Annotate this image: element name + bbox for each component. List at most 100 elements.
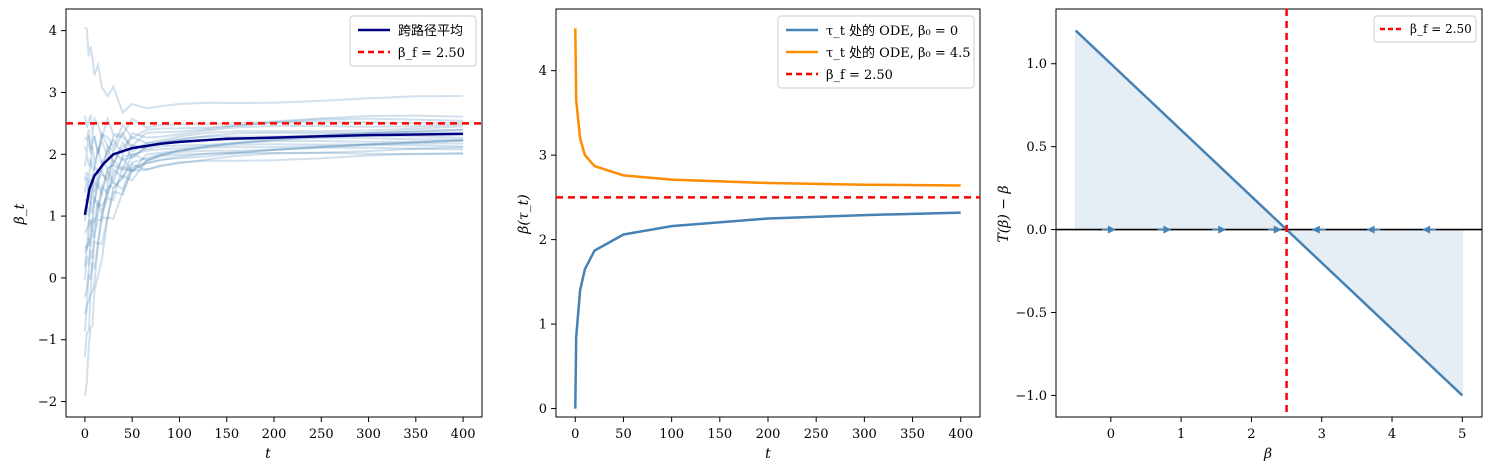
x-tick-label: 50 <box>615 427 632 442</box>
legend: 跨路径平均 β_f = 2.50 <box>349 15 477 67</box>
y-tick-label: 2 <box>49 148 57 163</box>
x-tick-label: 4 <box>1388 427 1396 442</box>
y-ticks: 0 1 2 3 4 <box>539 64 556 417</box>
legend-label-ode-0: τ_t 处的 ODE, β₀ = 0 <box>826 23 958 39</box>
series-lines <box>556 28 980 409</box>
x-tick-label: 300 <box>356 427 381 442</box>
sample-path-line <box>83 120 464 167</box>
x-axis-label: t <box>265 446 271 462</box>
sample-path-line <box>84 128 464 154</box>
sample-path-line <box>83 117 464 155</box>
y-tick-label: −1.0 <box>1015 389 1047 404</box>
sample-path-line <box>83 134 464 234</box>
x-tick-label: 250 <box>804 427 829 442</box>
flow-arrow-head <box>1218 225 1227 234</box>
legend-label-beta-f: β_f = 2.50 <box>398 46 465 61</box>
x-axis-label: β <box>1263 446 1272 462</box>
sample-path-line <box>83 123 464 183</box>
plot-frame <box>1055 8 1483 418</box>
x-tick-label: 350 <box>403 427 428 442</box>
y-tick-label: 1.0 <box>1026 57 1047 72</box>
flow-arrow-head <box>1107 225 1116 234</box>
x-tick-label: 100 <box>659 427 684 442</box>
legend-label-ode-45: τ_t 处的 ODE, β₀ = 4.5 <box>826 45 971 61</box>
y-ticks: −1.0 −0.5 0.0 0.5 1.0 <box>1015 57 1056 404</box>
x-tick-label: 1 <box>1177 427 1185 442</box>
sample-path-line <box>83 142 464 315</box>
legend-label-mean: 跨路径平均 <box>398 23 463 39</box>
x-tick-label: 150 <box>707 427 732 442</box>
y-tick-label: −2 <box>38 395 57 410</box>
y-tick-label: 1 <box>539 318 547 333</box>
y-tick-label: 0.0 <box>1026 223 1047 238</box>
panel-phase: 0 1 2 3 4 5 −1.0 −0.5 0.0 0.5 1.0 β T(β) − β β_f … <box>996 8 1483 462</box>
sample-path-line <box>83 139 464 298</box>
x-tick-label: 0 <box>571 427 579 442</box>
legend: β_f = 2.50 <box>1373 15 1477 43</box>
x-tick-label: 50 <box>124 427 141 442</box>
y-axis-label: β(τ_t) <box>516 194 532 234</box>
y-tick-label: 4 <box>539 64 547 79</box>
x-tick-label: 5 <box>1458 427 1466 442</box>
legend: τ_t 处的 ODE, β₀ = 0 τ_t 处的 ODE, β₀ = 4.5 … <box>777 15 975 89</box>
sample-path-line <box>83 152 464 254</box>
sample-paths <box>83 26 464 397</box>
plot-frame <box>65 8 483 418</box>
series-lines <box>66 122 482 216</box>
flow-arrow-head <box>1422 225 1431 234</box>
legend-box <box>349 15 477 67</box>
sample-path-line <box>83 139 464 280</box>
x-tick-label: 3 <box>1318 427 1326 442</box>
x-tick-label: 250 <box>309 427 334 442</box>
sample-path-line <box>83 143 464 332</box>
y-tick-label: 3 <box>539 149 547 164</box>
y-tick-label: 0 <box>49 271 57 286</box>
x-ticks: 0 50 100 150 200 250 300 350 400 <box>571 417 973 442</box>
x-tick-label: 200 <box>262 427 287 442</box>
y-axis-label: β_t <box>12 203 28 225</box>
x-ticks: 0 1 2 3 4 5 <box>1107 417 1466 442</box>
y-tick-label: 2 <box>539 233 547 248</box>
x-axis-label: t <box>765 446 771 462</box>
x-ticks: 0 50 100 150 200 250 300 350 400 <box>81 417 476 442</box>
legend-box <box>1373 15 1477 43</box>
sample-path-line <box>83 139 464 267</box>
flow-arrows <box>1101 225 1437 234</box>
ode-line-beta0-45 <box>574 28 961 187</box>
x-tick-label: 300 <box>852 427 877 442</box>
mean-line <box>83 132 464 216</box>
ode-line-beta0-0 <box>574 211 961 409</box>
sample-path-line <box>84 136 464 251</box>
x-tick-label: 0 <box>81 427 89 442</box>
y-tick-label: 4 <box>49 24 57 39</box>
x-tick-label: 100 <box>167 427 192 442</box>
legend-label-beta-f: β_f = 2.50 <box>826 68 893 83</box>
flow-arrow-head <box>1311 225 1320 234</box>
x-tick-label: 150 <box>214 427 239 442</box>
legend-box <box>777 15 975 89</box>
flow-arrow-head <box>1163 225 1172 234</box>
y-axis-label: T(β) − β <box>996 185 1012 242</box>
y-tick-label: 1 <box>49 210 57 225</box>
legend-label-beta-f: β_f = 2.50 <box>1410 22 1472 36</box>
y-tick-label: 0 <box>539 402 547 417</box>
map-line <box>1074 29 1464 397</box>
panel-path-averages: 0 50 100 150 200 250 300 350 400 −2 −1 0 1 2 3 4 t β_t… <box>12 8 483 462</box>
sample-path-line <box>83 151 464 397</box>
y-tick-label: −0.5 <box>1015 306 1047 321</box>
x-tick-label: 400 <box>948 427 973 442</box>
flow-arrow-head <box>1366 225 1375 234</box>
y-ticks: −2 −1 0 1 2 3 4 <box>38 24 66 410</box>
flow-arrow-head <box>1273 225 1282 234</box>
x-tick-label: 0 <box>1107 427 1115 442</box>
sample-path-line <box>84 26 464 115</box>
y-tick-label: 3 <box>49 86 57 101</box>
y-tick-label: 0.5 <box>1026 140 1047 155</box>
x-tick-label: 400 <box>451 427 476 442</box>
sample-path-line <box>83 146 464 358</box>
x-tick-label: 200 <box>756 427 781 442</box>
y-tick-label: −1 <box>38 333 57 348</box>
sample-path-line <box>83 114 464 142</box>
